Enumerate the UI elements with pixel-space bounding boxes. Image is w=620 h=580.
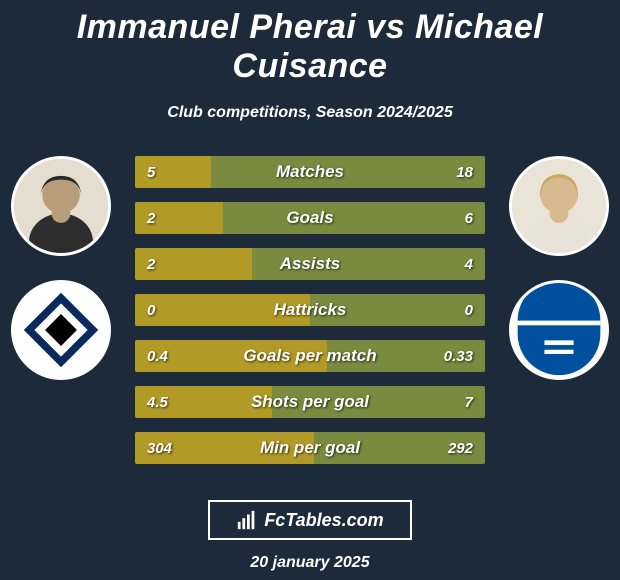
- stat-label: Min per goal: [135, 432, 485, 464]
- footer-date: 20 january 2025: [0, 554, 620, 572]
- subtitle: Club competitions, Season 2024/2025: [0, 104, 620, 122]
- stat-row: 4.5Shots per goal7: [135, 386, 485, 418]
- stat-label: Matches: [135, 156, 485, 188]
- stat-value-right: 0.33: [444, 340, 473, 372]
- stat-label: Hattricks: [135, 294, 485, 326]
- stat-row: 0.4Goals per match0.33: [135, 340, 485, 372]
- footer-brand-text: FcTables.com: [264, 510, 383, 531]
- stat-value-right: 18: [456, 156, 473, 188]
- stat-value-right: 4: [465, 248, 473, 280]
- player-right-photo: [509, 156, 609, 256]
- stat-row: 5Matches18: [135, 156, 485, 188]
- comparison-content: Hertha BSC 5Matches18 2Goals6 2Assists4 0Ha…: [0, 156, 620, 476]
- left-column: [6, 156, 116, 380]
- stat-row: 2Goals6: [135, 202, 485, 234]
- stat-value-right: 292: [448, 432, 473, 464]
- hsv-logo-icon: [14, 283, 108, 377]
- page-title: Immanuel Pherai vs Michael Cuisance: [0, 0, 620, 86]
- stats-bars: 5Matches18 2Goals6 2Assists4 0Hattricks0 0.4…: [135, 156, 485, 464]
- stat-value-right: 0: [465, 294, 473, 326]
- stat-row: 0Hattricks0: [135, 294, 485, 326]
- stat-value-right: 7: [465, 386, 473, 418]
- club-right-logo: Hertha BSC: [509, 280, 609, 380]
- avatar-placeholder-icon: [14, 159, 108, 253]
- chart-icon: [236, 509, 258, 531]
- stat-label: Goals per match: [135, 340, 485, 372]
- footer-brand: FcTables.com: [208, 500, 412, 540]
- stat-row: 2Assists4: [135, 248, 485, 280]
- stat-value-right: 6: [465, 202, 473, 234]
- hertha-logo-icon: Hertha BSC: [512, 283, 606, 377]
- stat-label: Goals: [135, 202, 485, 234]
- club-left-logo: [11, 280, 111, 380]
- avatar-placeholder-icon: [512, 159, 606, 253]
- stat-row: 304Min per goal292: [135, 432, 485, 464]
- right-column: Hertha BSC: [504, 156, 614, 380]
- stat-label: Assists: [135, 248, 485, 280]
- player-left-photo: [11, 156, 111, 256]
- stat-label: Shots per goal: [135, 386, 485, 418]
- svg-text:Hertha BSC: Hertha BSC: [525, 308, 593, 322]
